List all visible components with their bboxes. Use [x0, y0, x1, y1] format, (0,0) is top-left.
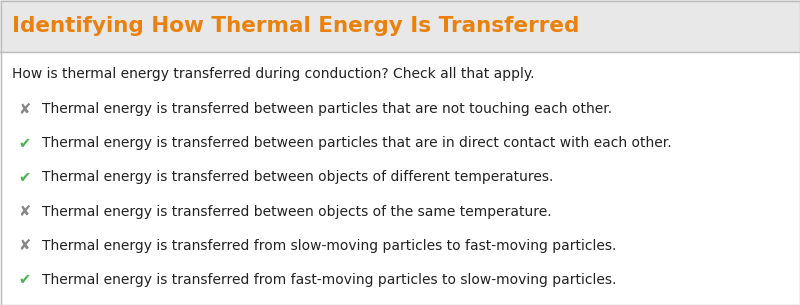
- FancyBboxPatch shape: [0, 0, 800, 52]
- Text: Thermal energy is transferred between objects of different temperatures.: Thermal energy is transferred between ob…: [42, 170, 554, 185]
- Text: Thermal energy is transferred between objects of the same temperature.: Thermal energy is transferred between ob…: [42, 205, 552, 219]
- Text: How is thermal energy transferred during conduction? Check all that apply.: How is thermal energy transferred during…: [12, 67, 534, 81]
- Text: ✔: ✔: [18, 136, 30, 151]
- Text: Thermal energy is transferred from fast-moving particles to slow-moving particle: Thermal energy is transferred from fast-…: [42, 273, 616, 287]
- Text: Thermal energy is transferred between particles that are in direct contact with : Thermal energy is transferred between pa…: [42, 136, 672, 150]
- Text: Identifying How Thermal Energy Is Transferred: Identifying How Thermal Energy Is Transf…: [12, 16, 579, 36]
- Text: ✘: ✘: [18, 204, 30, 219]
- Text: Thermal energy is transferred between particles that are not touching each other: Thermal energy is transferred between pa…: [42, 102, 612, 116]
- Text: ✔: ✔: [18, 272, 30, 287]
- Text: Thermal energy is transferred from slow-moving particles to fast-moving particle: Thermal energy is transferred from slow-…: [42, 239, 616, 253]
- Text: ✘: ✘: [18, 102, 30, 117]
- Text: ✔: ✔: [18, 170, 30, 185]
- Text: ✘: ✘: [18, 238, 30, 253]
